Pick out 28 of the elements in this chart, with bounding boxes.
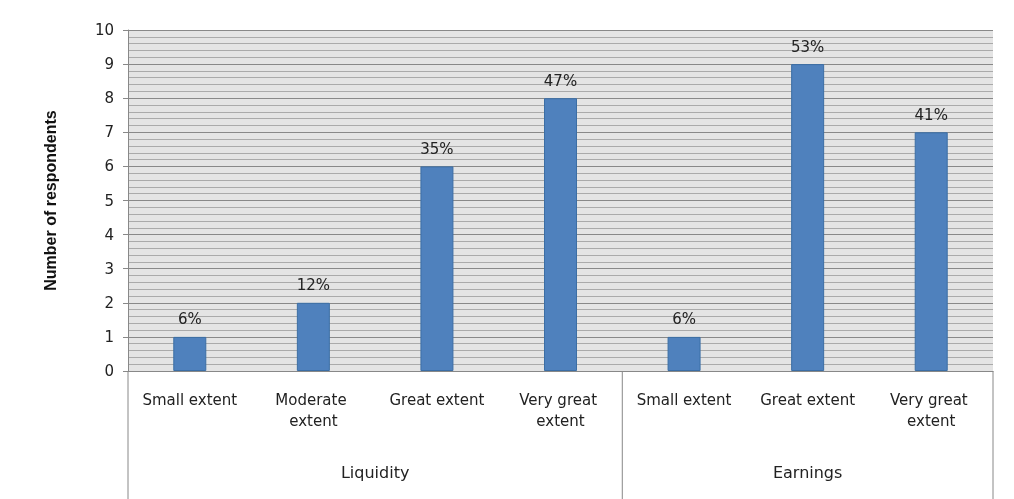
x-tick-label: Moderate extent [275, 390, 352, 430]
x-tick-label: Very great extent [889, 390, 973, 430]
x-tick-label: Small extent [142, 390, 238, 409]
y-tick-label: 0 [104, 362, 114, 380]
annotation: 47% [543, 71, 578, 90]
y-tick-label: 8 [104, 89, 114, 108]
annotation: 41% [914, 105, 948, 124]
y-tick-label: 9 [104, 55, 114, 74]
x-tick-label: Great extent [389, 390, 485, 409]
y-tick-label: 5 [104, 191, 114, 210]
y-tick-label: 4 [104, 225, 114, 244]
y-tick-label: 1 [104, 327, 114, 346]
annotation: 35% [420, 139, 454, 158]
y-tick-label: 2 [104, 293, 114, 312]
annotation: 6% [177, 310, 202, 329]
x-tick-label: Great extent [760, 390, 856, 409]
y-tick-label: 6 [104, 157, 114, 176]
x-tick-label: Small extent [636, 390, 732, 409]
annotation: 53% [790, 37, 825, 56]
annotation: 6% [672, 310, 696, 329]
y-axis-title: Number of respondents [41, 110, 59, 291]
text: Liquidity [340, 462, 410, 482]
annotation: 12% [296, 276, 331, 295]
y-tick-label: 10 [94, 21, 114, 39]
text: Earnings [772, 462, 843, 482]
y-tick-label: 7 [104, 123, 114, 142]
y-tick-label: 3 [104, 259, 114, 278]
x-tick-label: Very great extent [519, 390, 602, 430]
